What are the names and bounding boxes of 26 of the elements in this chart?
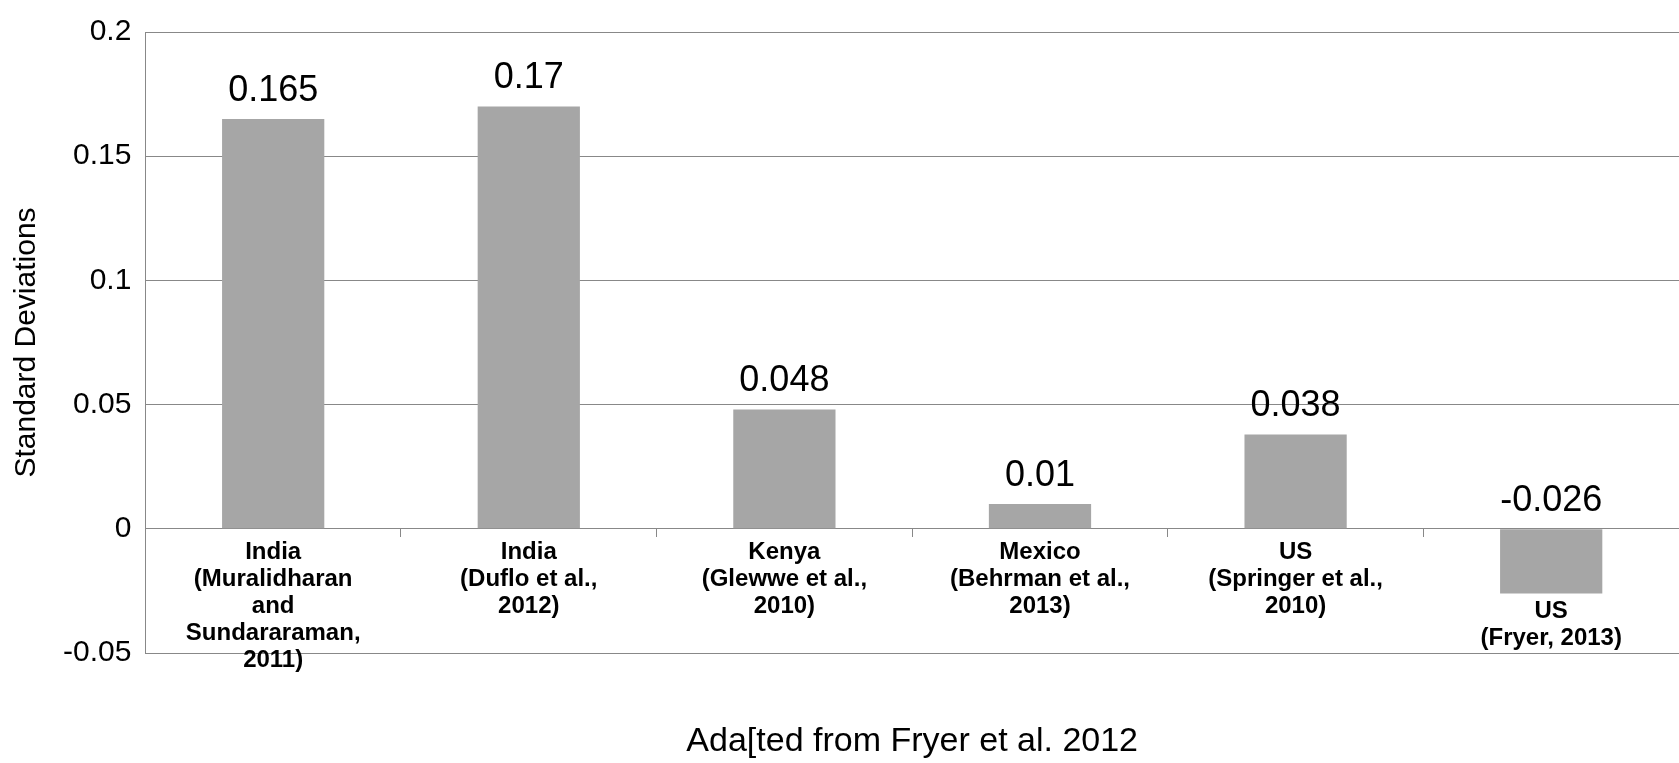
x-tick-label: US (Springer et al., 2010) bbox=[1208, 537, 1383, 619]
bar bbox=[988, 503, 1092, 529]
x-tick-label: Kenya (Glewwe et al., 2010) bbox=[701, 537, 868, 619]
bar bbox=[1244, 434, 1347, 529]
x-axis-title: Ada[ted from Fryer et al. 2012 bbox=[686, 720, 1139, 759]
data-label: -0.026 bbox=[1500, 478, 1603, 520]
bar bbox=[477, 106, 580, 529]
x-tick-label: India (Muralidharan and Sundararaman, 2011) bbox=[185, 537, 361, 673]
data-label: 0.01 bbox=[1004, 452, 1076, 494]
y-tick-label: 0.2 bbox=[89, 13, 132, 47]
y-tick-label: 0.15 bbox=[72, 137, 132, 171]
x-tick-label: US (Fryer, 2013) bbox=[1480, 596, 1622, 651]
data-label: 0.17 bbox=[493, 55, 564, 97]
data-label: 0.048 bbox=[739, 358, 830, 400]
bar bbox=[733, 409, 836, 529]
x-tick-label: Mexico (Behrman et al., 2013) bbox=[949, 537, 1131, 619]
y-axis-title: Standard Deviations bbox=[8, 207, 42, 478]
y-tick-label: 0 bbox=[114, 510, 132, 544]
x-tick-label: India (Duflo et al., 2012) bbox=[460, 537, 598, 619]
bar bbox=[1500, 529, 1603, 594]
y-tick-label: 0.1 bbox=[89, 261, 132, 295]
bar bbox=[222, 118, 325, 529]
y-tick-label: 0.05 bbox=[72, 385, 132, 419]
data-label: 0.165 bbox=[228, 67, 319, 109]
data-label: 0.038 bbox=[1250, 383, 1341, 425]
y-tick-label: -0.05 bbox=[62, 634, 132, 668]
